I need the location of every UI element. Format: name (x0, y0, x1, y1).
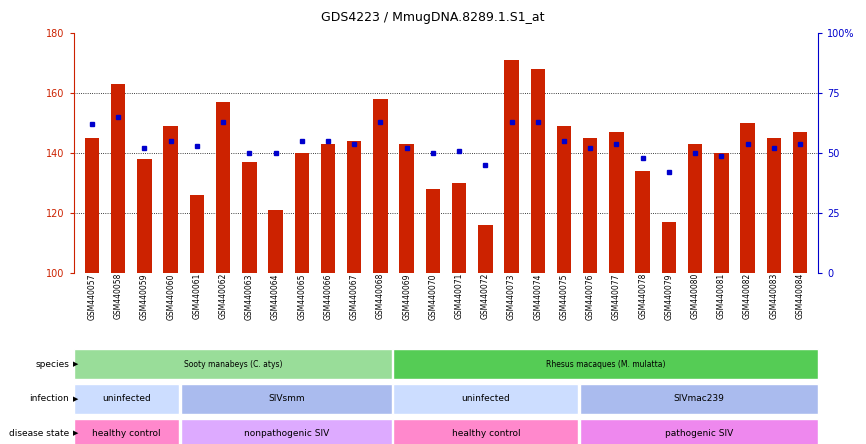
Text: GSM440078: GSM440078 (638, 273, 647, 319)
Text: GSM440079: GSM440079 (664, 273, 674, 320)
Bar (662, 222, 676, 273)
Text: SIVsmm: SIVsmm (268, 394, 305, 404)
Text: GSM440068: GSM440068 (376, 273, 385, 319)
Bar (320, 144, 335, 273)
Text: ▶: ▶ (73, 431, 78, 436)
Text: GSM440059: GSM440059 (140, 273, 149, 320)
Text: GSM440081: GSM440081 (717, 273, 726, 319)
Text: GSM440062: GSM440062 (218, 273, 228, 319)
Bar (137, 159, 152, 273)
Text: GSM440069: GSM440069 (402, 273, 411, 320)
Bar (504, 60, 519, 273)
Text: Sooty manabeys (C. atys): Sooty manabeys (C. atys) (184, 360, 282, 369)
Bar (216, 102, 230, 273)
FancyBboxPatch shape (393, 384, 578, 414)
Bar (452, 183, 466, 273)
Bar (399, 144, 414, 273)
Text: GSM440074: GSM440074 (533, 273, 542, 320)
Text: GSM440083: GSM440083 (769, 273, 779, 319)
Text: GSM440058: GSM440058 (113, 273, 123, 319)
Bar (85, 138, 100, 273)
Bar (610, 132, 624, 273)
Bar (792, 132, 807, 273)
Bar (164, 126, 178, 273)
Bar (478, 225, 493, 273)
FancyBboxPatch shape (74, 384, 179, 414)
Text: GSM440064: GSM440064 (271, 273, 280, 320)
Bar (347, 141, 361, 273)
Text: GDS4223 / MmugDNA.8289.1.S1_at: GDS4223 / MmugDNA.8289.1.S1_at (321, 11, 545, 24)
Text: uninfected: uninfected (102, 394, 152, 404)
Bar (242, 162, 256, 273)
Text: ▶: ▶ (73, 361, 78, 367)
Text: GSM440066: GSM440066 (324, 273, 333, 320)
Text: healthy control: healthy control (93, 429, 161, 438)
FancyBboxPatch shape (579, 384, 818, 414)
Text: infection: infection (29, 394, 69, 404)
Text: GSM440084: GSM440084 (796, 273, 805, 319)
Bar (766, 138, 781, 273)
FancyBboxPatch shape (579, 419, 818, 444)
Text: GSM440075: GSM440075 (559, 273, 568, 320)
Bar (740, 123, 755, 273)
Bar (557, 126, 572, 273)
Bar (294, 153, 309, 273)
Text: GSM440073: GSM440073 (507, 273, 516, 320)
Bar (111, 84, 126, 273)
Text: uninfected: uninfected (462, 394, 510, 404)
Bar (373, 99, 388, 273)
Text: species: species (36, 360, 69, 369)
Bar (426, 189, 440, 273)
Text: GSM440070: GSM440070 (429, 273, 437, 320)
Text: Rhesus macaques (M. mulatta): Rhesus macaques (M. mulatta) (546, 360, 665, 369)
Bar (190, 195, 204, 273)
FancyBboxPatch shape (393, 349, 818, 379)
Text: GSM440061: GSM440061 (192, 273, 202, 319)
Text: GSM440071: GSM440071 (455, 273, 463, 319)
Text: GSM440067: GSM440067 (350, 273, 359, 320)
Bar (268, 210, 282, 273)
Text: SIVmac239: SIVmac239 (673, 394, 724, 404)
Bar (714, 153, 728, 273)
Text: GSM440065: GSM440065 (297, 273, 307, 320)
Text: GSM440060: GSM440060 (166, 273, 175, 320)
Text: GSM440080: GSM440080 (690, 273, 700, 319)
FancyBboxPatch shape (180, 384, 392, 414)
Bar (583, 138, 598, 273)
Text: GSM440072: GSM440072 (481, 273, 490, 319)
Text: nonpathogenic SIV: nonpathogenic SIV (243, 429, 329, 438)
Text: GSM440076: GSM440076 (585, 273, 595, 320)
Text: disease state: disease state (9, 429, 69, 438)
Text: healthy control: healthy control (451, 429, 520, 438)
Bar (531, 69, 545, 273)
Text: pathogenic SIV: pathogenic SIV (664, 429, 733, 438)
Text: GSM440057: GSM440057 (87, 273, 96, 320)
Bar (636, 171, 650, 273)
Text: ▶: ▶ (73, 396, 78, 402)
FancyBboxPatch shape (393, 419, 578, 444)
FancyBboxPatch shape (180, 419, 392, 444)
FancyBboxPatch shape (74, 349, 392, 379)
Text: GSM440063: GSM440063 (245, 273, 254, 320)
Text: GSM440077: GSM440077 (612, 273, 621, 320)
Text: GSM440082: GSM440082 (743, 273, 752, 319)
FancyBboxPatch shape (74, 419, 179, 444)
Bar (688, 144, 702, 273)
